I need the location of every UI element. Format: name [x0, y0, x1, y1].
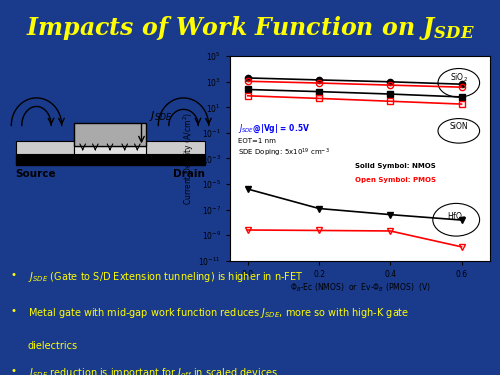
Text: SDE Doping: 5x10$^{19}$ cm$^{-3}$: SDE Doping: 5x10$^{19}$ cm$^{-3}$	[238, 147, 330, 159]
Text: Solid Symbol: NMOS: Solid Symbol: NMOS	[355, 163, 436, 169]
Text: $J_{SDE}$ (Gate to S/D Extension tunneling) is higher in n-FET: $J_{SDE}$ (Gate to S/D Extension tunneli…	[28, 270, 303, 284]
Text: EOT=1 nm: EOT=1 nm	[238, 138, 276, 144]
Text: Open Symbol: PMOS: Open Symbol: PMOS	[355, 177, 436, 183]
Text: $J_{SDE}$: $J_{SDE}$	[149, 109, 172, 123]
Text: Drain: Drain	[172, 169, 204, 179]
Text: SiON: SiON	[450, 122, 468, 131]
Text: dielectrics: dielectrics	[28, 340, 78, 351]
Text: $J_{SDE}$@|Vg| = 0.5V: $J_{SDE}$@|Vg| = 0.5V	[238, 123, 310, 135]
Bar	[16, 141, 74, 153]
Text: HfO$_2$: HfO$_2$	[446, 210, 466, 223]
Bar	[74, 146, 146, 153]
Text: Source: Source	[16, 169, 56, 179]
Bar	[16, 153, 204, 165]
Text: •: •	[10, 366, 16, 375]
Y-axis label: Current Density (A/cm$^2$): Current Density (A/cm$^2$)	[182, 112, 196, 205]
Bar	[146, 141, 204, 153]
Text: SiO$_2$: SiO$_2$	[450, 72, 468, 84]
Bar	[74, 123, 146, 146]
X-axis label: $\Phi_B$-Ec (NMOS)  or  Ev-$\Phi_B$ (PMOS)  (V): $\Phi_B$-Ec (NMOS) or Ev-$\Phi_B$ (PMOS)…	[290, 281, 430, 294]
Text: $J_{CH}$: $J_{CH}$	[101, 154, 119, 168]
Text: Impacts of Work Function on $\mathregular{J_{SDE}}$: Impacts of Work Function on $\mathregula…	[26, 14, 474, 42]
Text: $J_{SDE}$ reduction is important for $I_{off}$ in scaled devices: $J_{SDE}$ reduction is important for $I_…	[28, 366, 278, 375]
Text: Metal gate with mid-gap work function reduces $J_{SDE}$, more so with high-K gat: Metal gate with mid-gap work function re…	[28, 306, 409, 320]
Text: •: •	[10, 306, 16, 316]
Text: •: •	[10, 270, 16, 280]
